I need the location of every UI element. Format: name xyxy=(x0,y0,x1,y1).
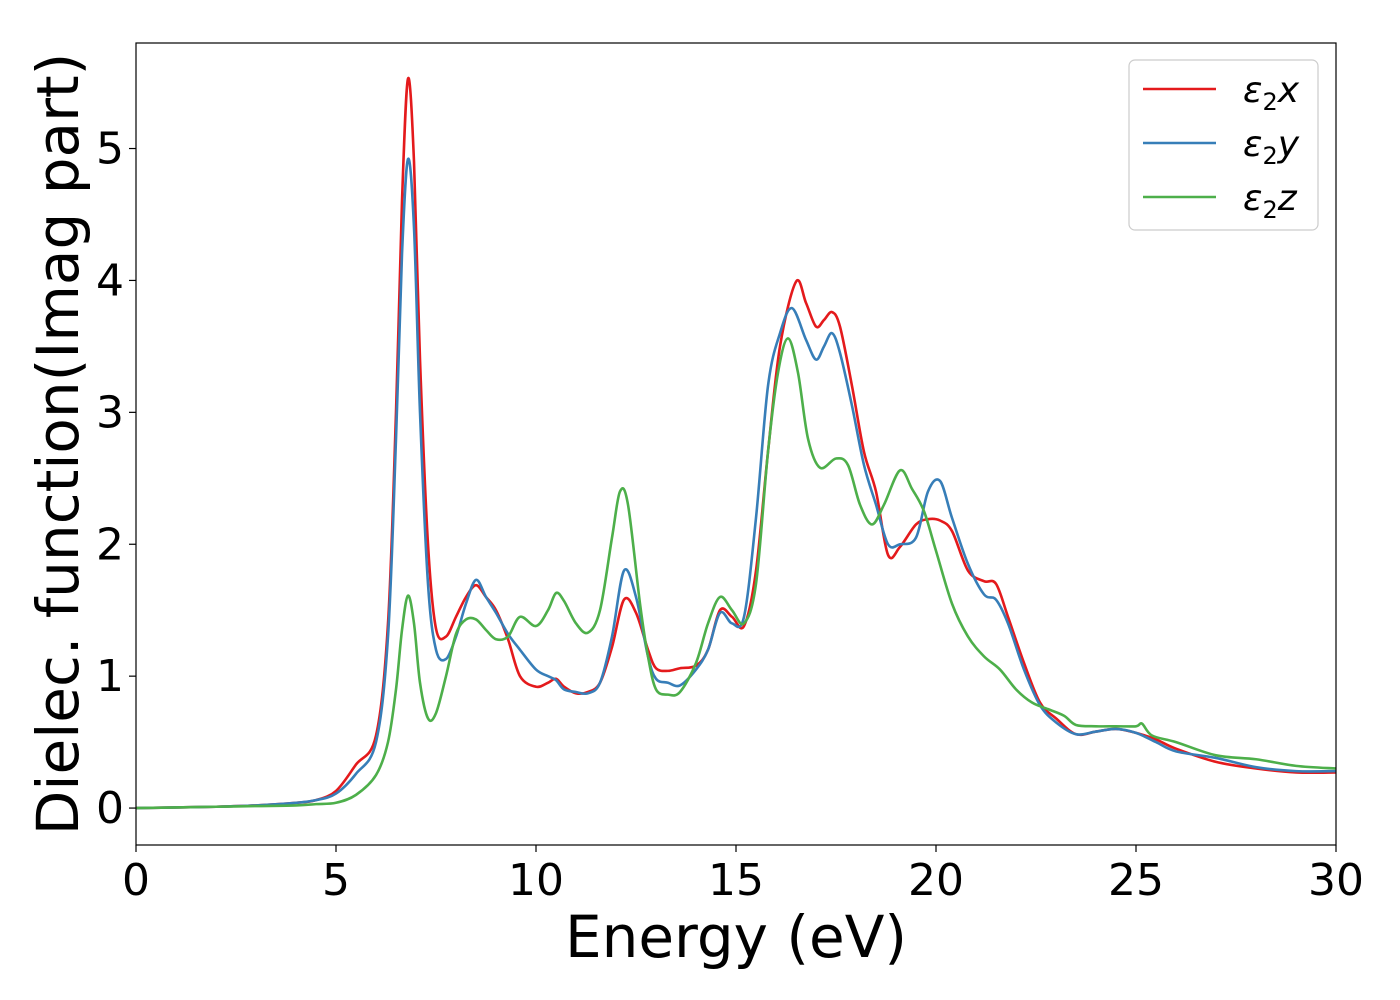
legend-subscript: 2 xyxy=(1262,196,1277,224)
y-tick-label-2: 2 xyxy=(96,519,124,570)
x-tick-label-6: 30 xyxy=(1308,855,1364,906)
y-tick-label-5: 5 xyxy=(96,124,124,175)
legend-symbol: ε xyxy=(1243,70,1262,111)
x-axis-ticks: 0 5 10 15 20 25 30 xyxy=(122,845,1364,906)
legend-label-z: ε2z xyxy=(1243,178,1298,224)
legend-suffix: y xyxy=(1277,124,1300,165)
legend-box xyxy=(1128,59,1319,231)
series-line-y xyxy=(136,157,1336,810)
x-tick-label-4: 20 xyxy=(908,855,964,906)
x-tick-label-5: 25 xyxy=(1108,855,1164,906)
legend-subscript: 2 xyxy=(1262,88,1277,116)
x-tick-label-3: 15 xyxy=(708,855,764,906)
x-tick-label-0: 0 xyxy=(122,855,150,906)
legend-symbol: ε xyxy=(1243,178,1262,219)
y-tick-label-0: 0 xyxy=(96,783,124,834)
series-line-z xyxy=(136,337,1336,810)
legend-symbol: ε xyxy=(1243,124,1262,165)
legend-subscript: 2 xyxy=(1262,142,1277,170)
series-layer xyxy=(136,76,1336,810)
legend-suffix: x xyxy=(1277,70,1300,111)
x-tick-label-2: 10 xyxy=(508,855,564,906)
y-axis-ticks: 0 1 2 3 4 5 xyxy=(96,124,136,834)
y-tick-label-3: 3 xyxy=(96,387,124,438)
legend-suffix: z xyxy=(1277,178,1298,219)
y-axis-label: Dielec. function(Imag part) xyxy=(24,53,92,836)
legend-label-x: ε2x xyxy=(1243,70,1300,116)
y-tick-label-1: 1 xyxy=(96,651,124,702)
y-tick-label-4: 4 xyxy=(96,255,124,306)
legend-label-y: ε2y xyxy=(1243,124,1300,170)
series-line-x xyxy=(136,76,1336,810)
x-axis-label: Energy (eV) xyxy=(565,903,907,971)
x-tick-label-1: 5 xyxy=(322,855,350,906)
